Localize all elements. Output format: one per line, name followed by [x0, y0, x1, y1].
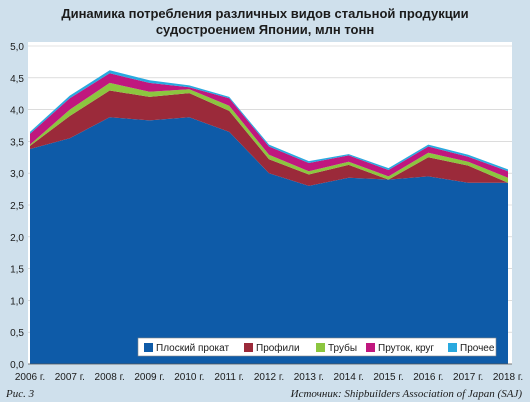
chart-title-line-1: Динамика потребления различных видов ста… — [61, 6, 469, 21]
x-tick-label: 2012 г. — [254, 372, 284, 383]
y-tick-label: 4,5 — [10, 74, 24, 85]
legend-label-profiles: Профили — [256, 342, 300, 354]
x-tick-label: 2008 г. — [95, 372, 125, 383]
footer: Рис. 3 Источник: Shipbuilders Associatio… — [0, 388, 530, 402]
chart-title: Динамика потребления различных видов ста… — [0, 6, 530, 38]
legend-label-other: Прочее — [460, 343, 495, 354]
x-tick-label: 2014 г. — [334, 372, 364, 383]
legend-label-bars: Пруток, круг — [378, 343, 434, 354]
y-tick-label: 3,5 — [10, 137, 24, 148]
y-tick-label: 0,5 — [10, 328, 24, 339]
y-tick-label: 5,0 — [10, 42, 24, 53]
legend-swatch-flat — [144, 343, 153, 352]
chart-title-line-2: судостроением Японии, млн тонн — [155, 22, 375, 37]
y-tick-label: 0,0 — [10, 360, 24, 371]
x-tick-label: 2017 г. — [453, 372, 483, 383]
legend-label-flat: Плоский прокат — [156, 343, 229, 354]
x-tick-label: 2013 г. — [294, 372, 324, 383]
series-area-profiles — [30, 90, 508, 186]
x-tick-label: 2007 г. — [55, 372, 85, 383]
series-area-flat — [30, 117, 508, 364]
x-tick-label: 2016 г. — [413, 372, 443, 383]
x-tick-label: 2011 г. — [214, 372, 244, 383]
source-note: Источник: Shipbuilders Association of Ja… — [290, 388, 522, 400]
legend-swatch-profiles — [244, 343, 253, 352]
legend-swatch-pipes — [316, 343, 325, 352]
figure-label: Рис. 3 — [6, 388, 35, 400]
x-tick-label: 2009 г. — [134, 372, 164, 383]
legend-label-pipes: Трубы — [328, 342, 357, 354]
x-tick-label: 2010 г. — [174, 372, 204, 383]
y-tick-label: 4,0 — [10, 106, 24, 117]
y-tick-label: 1,5 — [10, 265, 24, 276]
legend-swatch-other — [448, 343, 457, 352]
y-tick-label: 1,0 — [10, 296, 24, 307]
legend-swatch-bars — [366, 343, 375, 352]
x-tick-label: 2006 г. — [15, 372, 45, 383]
y-tick-label: 3,0 — [10, 169, 24, 180]
x-tick-label: 2015 г. — [373, 372, 403, 383]
y-tick-label: 2,5 — [10, 201, 24, 212]
y-tick-label: 2,0 — [10, 233, 24, 244]
x-tick-label: 2018 г. — [493, 372, 523, 383]
